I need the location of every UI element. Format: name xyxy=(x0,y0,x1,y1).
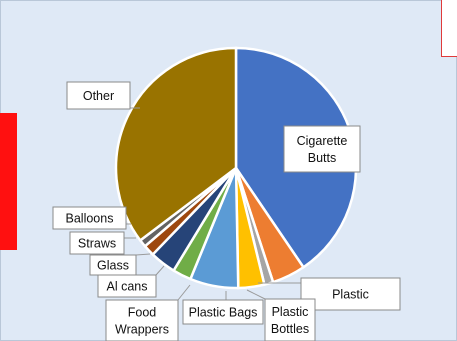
data-label-food-wrappers: Food Wrappers xyxy=(105,299,179,341)
leader-line-food-wrappers xyxy=(177,284,191,301)
leader-line-al-cans xyxy=(155,265,165,276)
data-label-al-cans: Al cans xyxy=(97,274,157,298)
red-highlight-bar xyxy=(0,113,17,250)
data-label-cigarette-butts: Cigarette Butts xyxy=(283,125,361,173)
data-label-text: Plastic xyxy=(272,305,309,319)
data-label-text: Plastic Bags xyxy=(189,306,258,320)
data-label-box xyxy=(264,298,316,341)
data-label-text: Al cans xyxy=(107,280,148,294)
data-label-box xyxy=(52,206,127,230)
leader-line-plastic-bottles xyxy=(246,289,266,300)
data-label-straws: Straws xyxy=(69,231,125,255)
data-labels: CigaretteButtsPlasticPlasticBottlesPlast… xyxy=(52,81,401,341)
data-label-plastic-bags: Plastic Bags xyxy=(182,299,264,325)
data-label-text: Cigarette xyxy=(297,134,348,148)
data-label-plastic: Plastic xyxy=(300,277,401,311)
data-label-box xyxy=(105,299,179,341)
data-label-text: Balloons xyxy=(66,212,114,226)
data-label-glass: Glass xyxy=(89,254,137,276)
data-label-balloons: Balloons xyxy=(52,206,127,230)
data-label-text: Butts xyxy=(308,151,337,165)
data-label-text: Wrappers xyxy=(115,323,169,337)
data-label-text: Plastic xyxy=(332,288,369,302)
data-label-box xyxy=(283,125,361,173)
data-label-text: Bottles xyxy=(271,322,309,336)
data-label-plastic-bottles: Plastic Bottles xyxy=(264,298,316,341)
data-label-text: Glass xyxy=(97,259,129,273)
data-label-other: Other xyxy=(66,81,131,110)
data-label-text: Straws xyxy=(78,237,116,251)
data-label-box xyxy=(66,81,131,110)
data-label-box xyxy=(182,299,264,325)
leader-lines xyxy=(124,107,301,301)
data-label-box xyxy=(89,254,137,276)
data-label-box xyxy=(300,277,401,311)
leader-line-glass xyxy=(135,253,151,256)
data-label-text: Other xyxy=(83,89,114,103)
data-label-text: Food xyxy=(128,306,157,320)
data-label-box xyxy=(69,231,125,255)
red-outline-box xyxy=(441,0,457,57)
